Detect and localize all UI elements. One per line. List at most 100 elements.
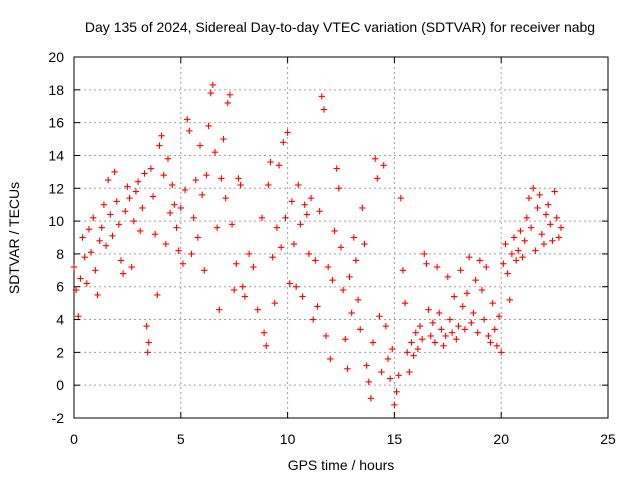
data-point [194,234,202,241]
data-point [382,322,390,330]
y-tick-label: 2 [56,344,64,360]
data-point [485,332,492,340]
data-point [440,342,447,349]
data-point [303,211,311,218]
data-point [137,227,144,235]
data-point [519,253,526,261]
data-point [393,388,400,395]
data-point [333,165,340,172]
data-point [143,322,150,330]
data-points [70,81,565,409]
data-point [166,209,174,217]
data-point [502,240,509,248]
y-tick-label: 6 [56,279,64,295]
data-point [128,263,135,271]
data-point [472,276,479,284]
grid-lines [74,57,608,418]
data-point [470,309,477,317]
y-axis: -2 0 2 4 6 8 10 12 14 16 18 20 [48,49,608,426]
data-point [491,326,498,333]
data-point [241,293,249,300]
data-point [361,240,368,248]
data-point [277,244,285,251]
data-point [235,175,242,182]
data-point [179,260,187,267]
data-point [493,342,501,349]
data-point [139,204,146,212]
data-point [188,250,195,258]
data-point [461,326,469,333]
data-point [273,224,281,231]
data-point [538,231,545,238]
data-point [263,342,270,349]
data-point [228,221,236,228]
data-point [457,267,464,274]
data-point [429,319,437,327]
data-point [205,122,212,130]
data-point [145,339,152,346]
y-axis-label: SDTVAR / TECUs [6,182,22,294]
data-point [314,303,321,310]
data-point [141,170,148,177]
data-point [265,181,272,189]
data-point [171,201,178,208]
data-point [386,375,394,382]
data-point [395,372,402,379]
data-point [169,181,176,189]
data-point [175,247,182,254]
data-point [410,352,417,359]
data-point [547,221,554,228]
data-point [201,267,208,274]
data-point [363,362,370,369]
data-point [203,171,210,179]
data-point [75,313,82,320]
data-point [280,139,287,146]
data-point [414,345,422,353]
data-point [239,283,246,290]
data-point [209,81,217,89]
data-point [408,339,415,346]
data-point [365,378,372,386]
data-point [144,349,151,356]
data-point [85,226,93,233]
data-point [282,214,289,222]
data-point [515,247,522,254]
y-tick-label: 4 [56,312,64,328]
data-point [527,224,535,231]
data-point [310,316,317,323]
data-point [463,290,471,297]
data-point [158,132,165,139]
data-point [487,339,494,346]
data-point [549,237,556,244]
data-point [478,286,486,294]
data-point [124,183,131,190]
data-point [213,224,221,231]
data-point [151,231,159,238]
data-point [510,234,518,241]
data-point [352,257,360,264]
data-point [512,257,520,264]
data-point [102,242,110,249]
data-point [476,257,484,264]
data-point [192,176,199,184]
data-point [555,234,563,241]
data-point [534,204,541,212]
data-point [504,270,511,277]
data-point [436,309,443,317]
data-point [307,194,315,202]
data-point [421,250,428,258]
data-point [465,253,473,261]
data-point [348,309,355,317]
data-point [115,221,123,228]
data-point [301,201,308,208]
data-point [532,247,539,254]
data-point [184,116,191,123]
data-point [96,237,103,244]
data-point [327,355,334,363]
data-point [359,204,366,212]
data-point [455,322,462,330]
data-point [337,244,345,251]
data-point [292,283,300,290]
data-point [369,339,377,346]
